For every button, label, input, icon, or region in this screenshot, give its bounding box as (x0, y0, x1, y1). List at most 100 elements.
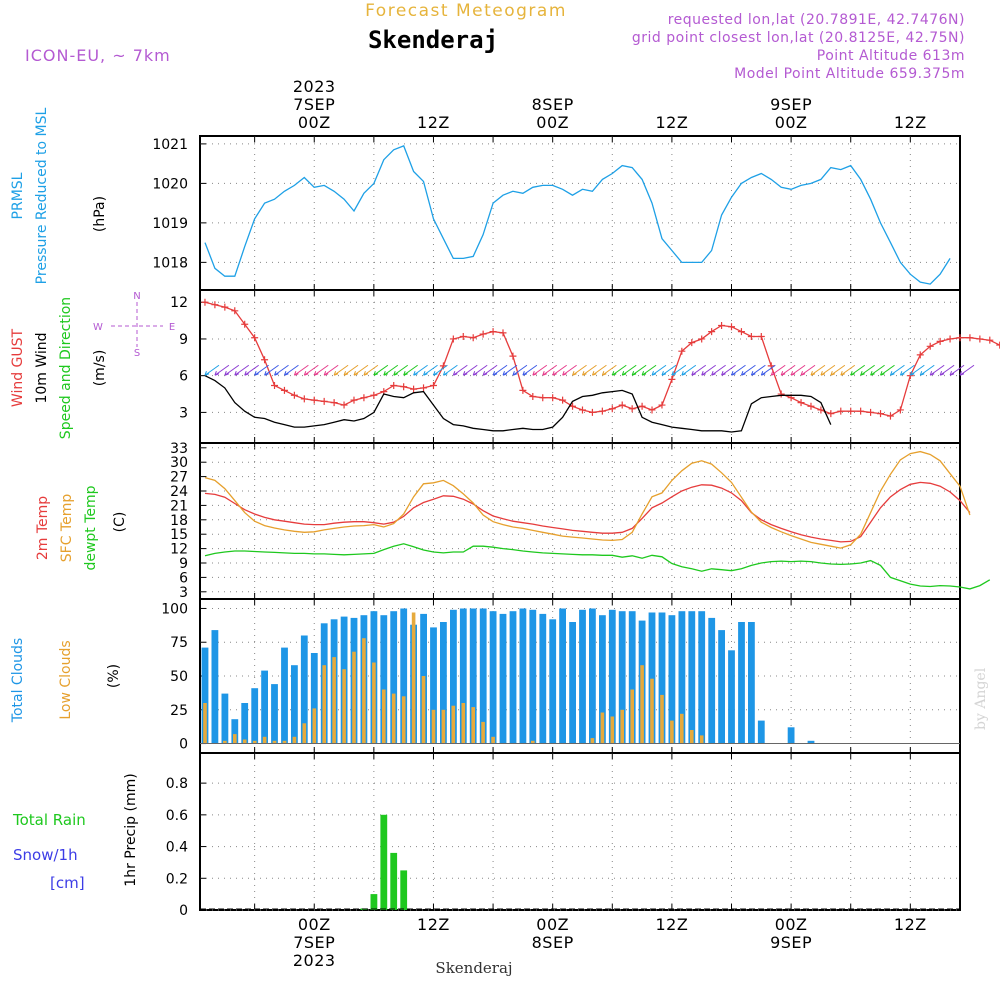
total-cloud-bar (221, 693, 229, 744)
wind-arrow (472, 364, 488, 376)
total-cloud-bar (489, 611, 497, 744)
gust-marker (698, 335, 706, 343)
watermark: by Angel (973, 667, 989, 730)
total-cloud-bar (589, 608, 596, 744)
gust-marker (479, 330, 487, 338)
y-tick-label: 6 (179, 369, 188, 385)
unit-label: 1hr Precip (mm) (123, 773, 139, 886)
low-cloud-bar (620, 709, 624, 744)
gust-marker (658, 401, 666, 409)
gust-marker (757, 333, 765, 341)
wind-arrow (731, 364, 746, 376)
total-cloud-bar (559, 608, 566, 744)
wind-arrow (721, 364, 736, 376)
total-cloud-bar (599, 615, 606, 744)
label-snow-unit: [cm] (50, 874, 85, 892)
low-cloud-bar (461, 703, 466, 744)
gust-marker (678, 347, 686, 355)
compass-n: N (133, 291, 140, 302)
wind-arrow (552, 364, 567, 376)
gust-marker (231, 307, 239, 315)
gust-marker (261, 356, 269, 364)
y-tick-label: 30 (170, 455, 188, 471)
wind-arrow (681, 364, 697, 376)
gust-marker (618, 401, 626, 409)
low-cloud-bar (610, 716, 615, 744)
low-cloud-bar (650, 678, 654, 744)
model-altitude: Model Point Altitude 659.375m (734, 66, 965, 82)
total-cloud-bar (698, 611, 706, 744)
wind-arrow (283, 364, 299, 376)
series-line-wind-gust (204, 301, 1000, 417)
total-cloud-bar (469, 608, 477, 744)
bottom-time-label: 00Z (536, 915, 569, 934)
gust-marker (350, 396, 358, 404)
low-cloud-bar (411, 612, 416, 744)
gust-marker (906, 372, 914, 380)
gridpoint-coords: grid point closest lon,lat (20.8125E, 42… (632, 30, 965, 46)
low-cloud-bar (670, 720, 674, 744)
label-snow: Snow/1h (13, 846, 78, 864)
total-cloud-bar (440, 622, 447, 744)
gust-marker (966, 334, 974, 342)
gust-marker (638, 402, 646, 410)
wind-arrow (383, 364, 399, 376)
gust-marker (578, 406, 586, 414)
wind-arrow (631, 364, 647, 376)
total-cloud-bar (300, 635, 308, 744)
total-cloud-bar (211, 630, 219, 744)
gust-marker (608, 405, 616, 413)
wind-arrow (949, 364, 965, 376)
gust-marker (857, 407, 865, 415)
low-cloud-bar (342, 669, 346, 744)
gust-marker (847, 407, 855, 415)
series-line-prmsl (204, 145, 951, 285)
y-tick-label: 12 (170, 542, 188, 558)
bottom-time-label: 12Z (417, 915, 450, 934)
y-tick-label: 1020 (152, 176, 188, 192)
low-cloud-bar (382, 689, 386, 744)
wind-arrow (512, 364, 528, 376)
low-cloud-bar (471, 707, 475, 744)
wind-arrow (899, 364, 915, 376)
total-cloud-bar (787, 727, 795, 744)
low-cloud-bar (421, 676, 426, 744)
gust-marker (340, 401, 348, 409)
total-cloud-bar (748, 622, 755, 744)
gust-marker (837, 407, 845, 415)
low-cloud-bar (491, 736, 495, 744)
wind-arrow (442, 364, 458, 376)
rain-bar (370, 894, 378, 910)
wind-arrow (204, 364, 220, 376)
rain-bar (390, 852, 398, 910)
label-total-rain: Total Rain (12, 811, 86, 829)
y-tick-label: 15 (170, 527, 188, 543)
wind-arrow (780, 364, 796, 376)
wind-arrow (562, 364, 577, 376)
gust-marker (777, 390, 785, 398)
total-cloud-bar (618, 611, 626, 744)
total-cloud-bar (201, 647, 209, 744)
y-tick-label: 9 (179, 556, 188, 572)
total-cloud-bar (688, 611, 696, 744)
y-tick-label: 0.4 (166, 840, 188, 856)
gust-marker (867, 408, 875, 416)
wind-arrow (701, 364, 716, 376)
y-tick-label: 3 (179, 585, 188, 601)
footer-location: Skenderaj (435, 959, 512, 977)
top-time-label: 00Z (536, 113, 569, 132)
bottom-time-label: 2023 (293, 951, 336, 970)
total-cloud-bar (380, 615, 388, 744)
compass-s: S (134, 348, 140, 359)
bottom-time-label: 7SEP (293, 933, 335, 952)
series-label: SFC Temp (59, 494, 75, 563)
series-label: 2m Temp (35, 496, 51, 560)
wind-arrow (462, 364, 478, 376)
gust-marker (459, 333, 467, 341)
gust-marker (410, 385, 418, 393)
wind-arrow (353, 364, 369, 376)
wind-arrow (323, 364, 339, 376)
y-tick-label: 75 (170, 635, 188, 651)
wind-arrow (244, 364, 259, 376)
y-tick-label: 9 (179, 332, 188, 348)
